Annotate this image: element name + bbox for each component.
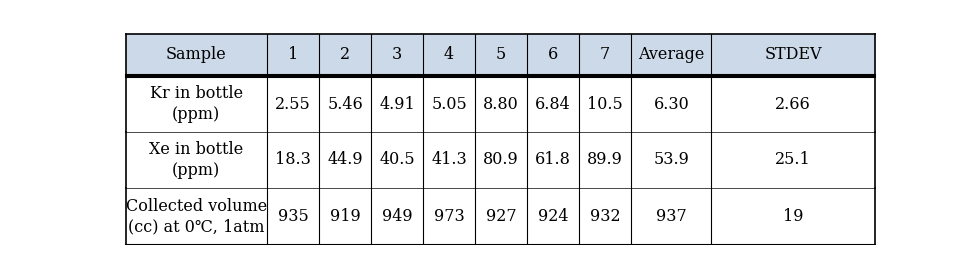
Text: 25.1: 25.1 <box>775 152 811 169</box>
Text: 41.3: 41.3 <box>431 152 467 169</box>
Text: 19: 19 <box>783 208 803 225</box>
Text: 5.46: 5.46 <box>327 96 363 113</box>
Text: 80.9: 80.9 <box>483 152 519 169</box>
Text: 1: 1 <box>288 46 298 63</box>
Text: 10.5: 10.5 <box>588 96 623 113</box>
Text: 949: 949 <box>382 208 413 225</box>
Text: 2.55: 2.55 <box>275 96 310 113</box>
Text: 5: 5 <box>496 46 507 63</box>
Text: 61.8: 61.8 <box>535 152 571 169</box>
Text: Collected volume
(cc) at 0℃, 1atm: Collected volume (cc) at 0℃, 1atm <box>126 198 267 235</box>
Bar <box>712 34 874 75</box>
Text: 935: 935 <box>277 208 308 225</box>
Text: 6.84: 6.84 <box>535 96 571 113</box>
Text: 6: 6 <box>549 46 558 63</box>
Text: 924: 924 <box>538 208 568 225</box>
Text: 4.91: 4.91 <box>379 96 415 113</box>
Text: 8.80: 8.80 <box>483 96 519 113</box>
Text: Sample: Sample <box>166 46 226 63</box>
Bar <box>267 34 319 75</box>
Bar <box>579 34 631 75</box>
Bar <box>631 34 712 75</box>
Bar <box>527 34 579 75</box>
Text: Average: Average <box>638 46 705 63</box>
Text: 6.30: 6.30 <box>654 96 689 113</box>
Text: 932: 932 <box>590 208 621 225</box>
Text: 18.3: 18.3 <box>275 152 311 169</box>
Text: 7: 7 <box>600 46 610 63</box>
Text: 40.5: 40.5 <box>380 152 415 169</box>
Bar <box>423 34 475 75</box>
Text: 973: 973 <box>433 208 465 225</box>
Text: STDEV: STDEV <box>764 46 822 63</box>
Bar <box>371 34 423 75</box>
Text: 44.9: 44.9 <box>327 152 363 169</box>
Text: 927: 927 <box>486 208 516 225</box>
Text: 89.9: 89.9 <box>588 152 623 169</box>
Text: 2.66: 2.66 <box>775 96 811 113</box>
Text: Xe in bottle
(ppm): Xe in bottle (ppm) <box>149 141 243 179</box>
Text: 2: 2 <box>340 46 350 63</box>
Text: 3: 3 <box>392 46 402 63</box>
Text: 53.9: 53.9 <box>653 152 689 169</box>
Bar <box>126 77 874 132</box>
Text: 4: 4 <box>444 46 454 63</box>
Text: 919: 919 <box>330 208 360 225</box>
Bar <box>475 34 527 75</box>
Bar <box>126 188 874 245</box>
Text: Kr in bottle
(ppm): Kr in bottle (ppm) <box>149 86 243 123</box>
Text: 5.05: 5.05 <box>431 96 467 113</box>
Text: 937: 937 <box>656 208 687 225</box>
Bar <box>319 34 371 75</box>
Bar <box>126 132 874 188</box>
Bar <box>126 34 267 75</box>
